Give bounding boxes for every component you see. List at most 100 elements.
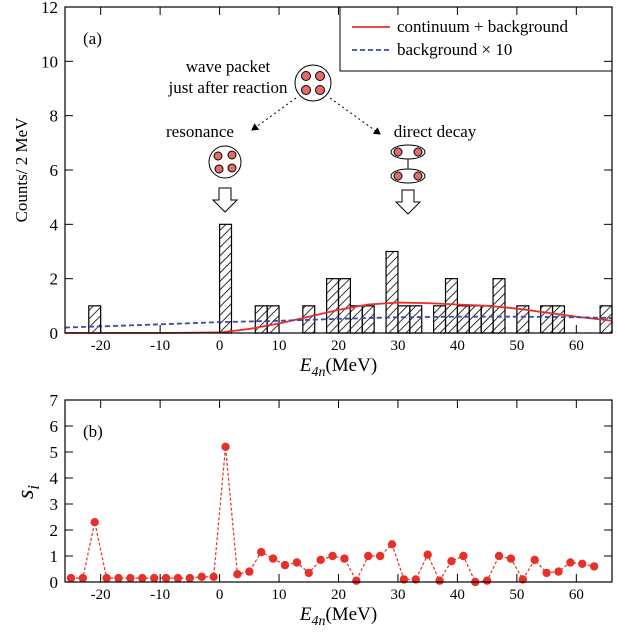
illustrations	[208, 64, 426, 215]
point	[447, 557, 456, 566]
bar	[433, 305, 447, 334]
bar	[361, 305, 375, 334]
bar	[551, 305, 566, 334]
point	[364, 551, 373, 561]
bar	[349, 305, 363, 334]
bar	[385, 250, 399, 334]
x-tick-label: -20	[91, 338, 111, 354]
bar	[88, 305, 102, 334]
y-tick-label: 6	[50, 161, 59, 180]
point	[102, 573, 111, 583]
x-tick-label: 0	[216, 338, 224, 354]
legend-label: background × 10	[397, 40, 512, 59]
x-tick-label: 10	[272, 338, 287, 354]
y-tick-label: 2	[50, 521, 59, 540]
point	[530, 555, 539, 565]
point	[589, 562, 599, 571]
point	[233, 570, 242, 579]
point	[245, 567, 254, 576]
x-tick-label: 20	[331, 587, 346, 603]
point	[257, 547, 266, 557]
point	[292, 558, 302, 567]
bar	[444, 278, 459, 334]
point	[185, 573, 195, 583]
x-label-unit: (MeV)	[325, 355, 377, 376]
point	[328, 551, 337, 561]
y-axis-label: Counts/ 2 MeV	[12, 117, 31, 223]
point	[316, 555, 325, 565]
point	[138, 573, 147, 583]
bar	[218, 223, 233, 334]
legend-label: continuum + background	[397, 17, 569, 36]
point	[494, 551, 504, 561]
point	[280, 560, 290, 570]
annotation: wave packet	[186, 57, 271, 76]
y-axis-label: si	[13, 485, 43, 499]
x-tick-label: 50	[509, 587, 524, 603]
point	[423, 550, 432, 559]
x-tick-label: 60	[569, 587, 584, 603]
bar	[540, 305, 554, 334]
bar	[397, 305, 411, 334]
x-axis-label: E4n(MeV)	[299, 355, 377, 380]
point	[375, 551, 385, 561]
y-tick-label: 2	[50, 270, 59, 289]
point	[482, 576, 492, 585]
annotation: just after reaction	[168, 78, 288, 97]
x-label-subscript: 4n	[311, 365, 325, 380]
bar	[409, 305, 423, 334]
point	[126, 573, 135, 583]
point	[542, 568, 551, 578]
annotation: resonance	[166, 122, 234, 141]
point	[209, 572, 218, 581]
y-tick-label: 12	[41, 0, 58, 17]
bar	[337, 278, 351, 334]
y-label-symbol: s	[13, 490, 39, 499]
point	[554, 567, 563, 576]
y-tick-label: 6	[50, 417, 59, 436]
point	[566, 558, 575, 567]
point	[221, 442, 230, 451]
x-tick-label: 10	[272, 587, 287, 603]
y-tick-label: 4	[50, 469, 59, 488]
point	[197, 572, 206, 581]
bar	[266, 305, 280, 334]
point	[66, 573, 76, 583]
x-tick-label: 50	[509, 338, 524, 354]
bar	[468, 305, 482, 334]
point	[149, 573, 159, 583]
y-label-subscript: i	[24, 485, 43, 490]
point	[578, 559, 587, 568]
y-tick-label: 1	[50, 547, 59, 566]
x-label-symbol: E	[299, 604, 312, 625]
panel-label: (b)	[83, 422, 103, 441]
x-tick-label: -10	[150, 338, 170, 354]
plot-frame	[64, 399, 613, 583]
point	[90, 518, 99, 527]
bar	[456, 305, 470, 334]
point	[340, 554, 349, 563]
y-tick-label: 8	[50, 107, 59, 126]
x-tick-label: 40	[450, 587, 465, 603]
point	[161, 573, 171, 583]
point	[78, 573, 88, 583]
bar	[326, 278, 340, 334]
bar	[254, 305, 268, 334]
y-tick-label: 7	[50, 391, 59, 410]
x-tick-label: 0	[216, 587, 224, 603]
point	[506, 554, 516, 563]
panel-label: (a)	[83, 29, 102, 48]
x-tick-label: 30	[390, 587, 405, 603]
y-tick-label: 5	[50, 443, 59, 462]
y-tick-label: 0	[50, 573, 59, 592]
y-tick-label: 4	[50, 215, 59, 234]
point	[352, 576, 361, 585]
x-label-symbol: E	[299, 355, 312, 376]
point	[268, 554, 278, 563]
annotation: direct decay	[394, 122, 477, 141]
curve	[64, 315, 613, 329]
y-tick-label: 3	[50, 495, 59, 514]
legend-box	[339, 6, 613, 72]
point	[387, 540, 397, 549]
